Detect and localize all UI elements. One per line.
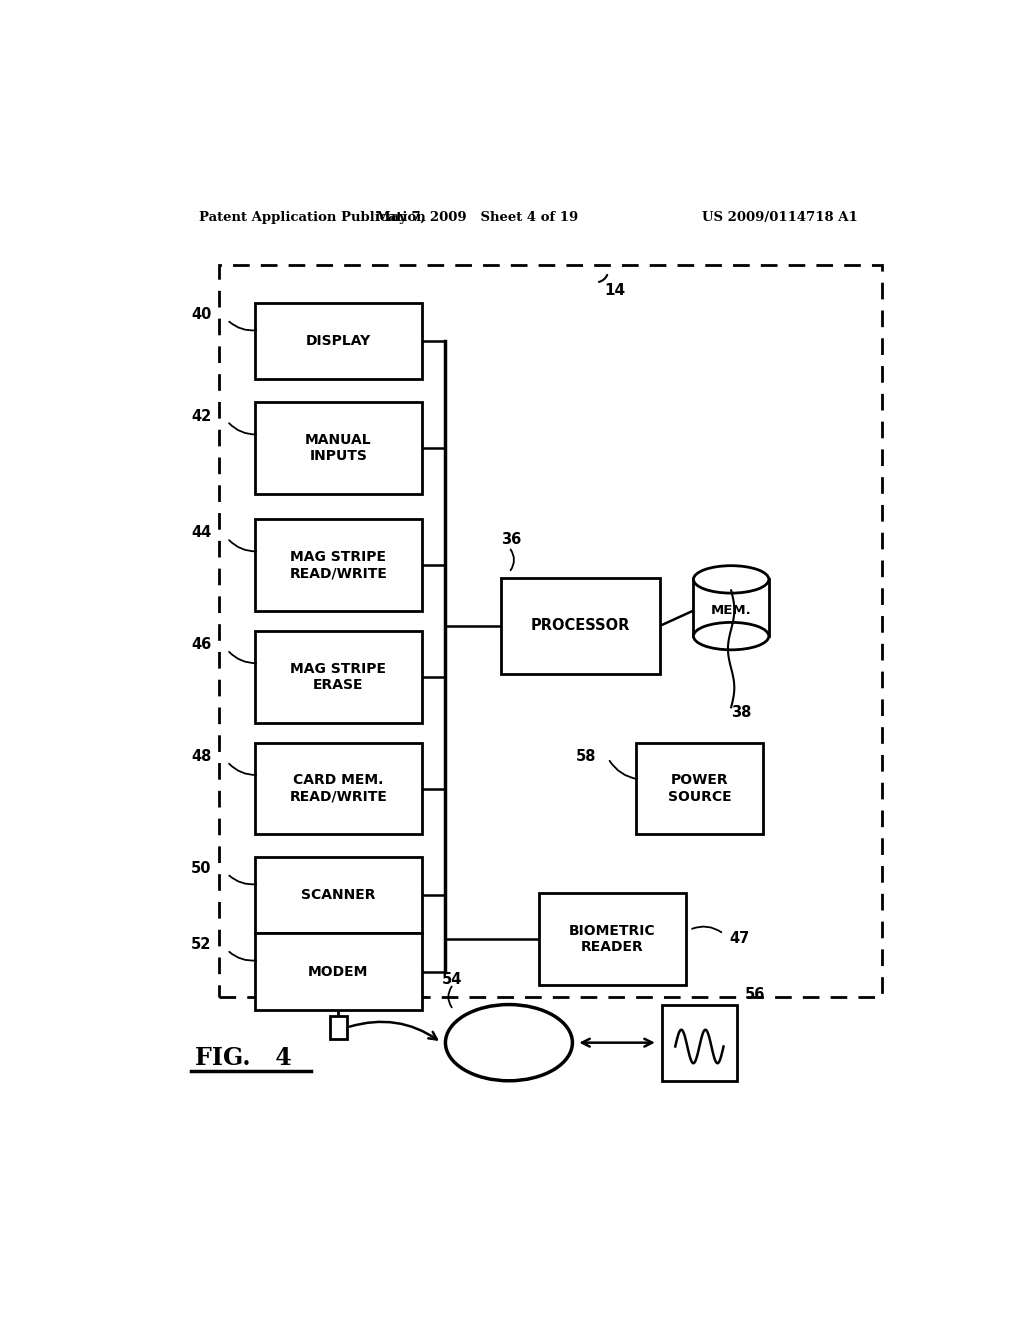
- Text: 40: 40: [190, 308, 211, 322]
- Bar: [662, 1005, 737, 1081]
- Bar: [255, 743, 422, 834]
- Bar: [636, 743, 763, 834]
- Text: PROCESSOR: PROCESSOR: [530, 619, 630, 634]
- Bar: [255, 631, 422, 722]
- Text: Patent Application Publication: Patent Application Publication: [200, 211, 426, 224]
- Bar: [219, 265, 882, 997]
- Text: 50: 50: [190, 861, 211, 876]
- Text: DISPLAY: DISPLAY: [306, 334, 371, 348]
- Bar: [539, 894, 685, 985]
- Ellipse shape: [693, 623, 769, 649]
- Text: 54: 54: [441, 972, 462, 986]
- Text: MODEM: MODEM: [308, 965, 369, 978]
- Bar: [255, 304, 422, 379]
- Text: 52: 52: [190, 937, 211, 952]
- Bar: [330, 1016, 347, 1039]
- Text: CARD MEM.
READ/WRITE: CARD MEM. READ/WRITE: [290, 774, 387, 804]
- Text: MEM.: MEM.: [711, 605, 752, 616]
- Text: 38: 38: [731, 705, 752, 719]
- Text: 47: 47: [729, 932, 750, 946]
- Ellipse shape: [693, 566, 769, 593]
- Text: MAG STRIPE
ERASE: MAG STRIPE ERASE: [291, 661, 386, 692]
- Bar: [693, 579, 769, 636]
- Text: 42: 42: [191, 409, 211, 424]
- Text: MAG STRIPE
READ/WRITE: MAG STRIPE READ/WRITE: [290, 550, 387, 579]
- Text: 14: 14: [604, 282, 626, 298]
- Bar: [255, 857, 422, 933]
- Text: BIOMETRIC
READER: BIOMETRIC READER: [568, 924, 655, 954]
- Text: 44: 44: [191, 525, 211, 540]
- Text: FIG.   4: FIG. 4: [196, 1045, 292, 1071]
- Bar: [255, 933, 422, 1010]
- Ellipse shape: [445, 1005, 572, 1081]
- Bar: [255, 519, 422, 611]
- Text: 46: 46: [191, 638, 211, 652]
- Text: MANUAL
INPUTS: MANUAL INPUTS: [305, 433, 372, 463]
- Bar: [501, 578, 659, 675]
- Text: SCANNER: SCANNER: [301, 888, 376, 903]
- Text: 48: 48: [190, 748, 211, 764]
- Text: POWER
SOURCE: POWER SOURCE: [668, 774, 731, 804]
- Text: US 2009/0114718 A1: US 2009/0114718 A1: [702, 211, 858, 224]
- Text: 36: 36: [501, 532, 521, 546]
- Text: 56: 56: [745, 987, 765, 1002]
- Bar: [255, 403, 422, 494]
- Text: May 7, 2009   Sheet 4 of 19: May 7, 2009 Sheet 4 of 19: [376, 211, 579, 224]
- Text: 58: 58: [575, 748, 596, 764]
